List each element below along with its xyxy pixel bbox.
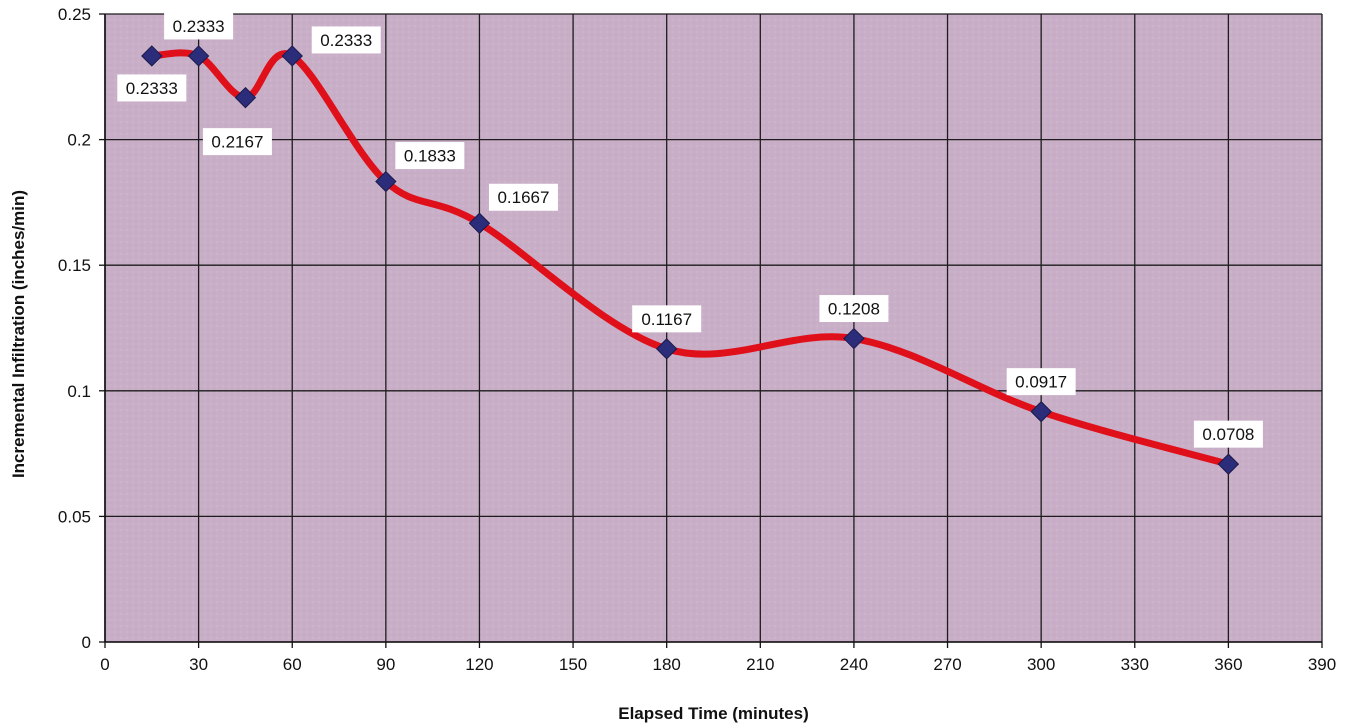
data-point-marker [234,86,257,109]
data-label: 0.1667 [497,188,549,207]
data-label: 0.0917 [1015,373,1067,392]
x-tick-label: 360 [1214,655,1242,674]
data-point-marker [468,212,491,234]
y-tick-label: 0 [82,633,91,652]
data-point-marker [187,45,210,67]
data-label-background [819,295,889,323]
data-label-background [1006,368,1076,396]
data-point-marker [375,170,397,193]
x-tick-label: 150 [559,655,587,674]
data-label-background [632,305,702,333]
data-label-background [164,12,234,40]
data-label: 0.1167 [641,310,692,329]
data-label-background [488,183,558,211]
data-label: 0.2167 [211,133,263,152]
data-label-background [1193,420,1263,448]
plot-texture [105,14,1322,642]
data-point-marker [1030,400,1052,423]
x-tick-label: 90 [376,655,395,674]
x-tick-label: 0 [100,655,109,674]
data-labels: 0.2333 0.2333 0.2167 0.2333 0.1833 0.1667 0.11… [117,12,1263,448]
x-tick-label: 120 [465,655,493,674]
x-tick-label: 300 [1027,655,1055,674]
y-tick-label: 0.2 [67,131,91,150]
data-point-marker [141,45,163,67]
data-label-background [202,128,272,156]
y-axis-title: Incremental Infiltration (inches/min) [9,190,28,478]
x-tick-label: 60 [283,655,302,674]
data-label-background [311,26,381,54]
data-label: 0.0708 [1202,425,1254,444]
data-label-background [117,74,187,102]
data-point-marker [281,45,303,67]
x-tick-label: 270 [933,655,961,674]
x-tick-label: 240 [840,655,868,674]
data-point-marker [655,338,678,360]
data-label: 0.1833 [404,147,456,166]
data-label-background [395,142,465,170]
x-tick-label: 30 [189,655,208,674]
x-tick-label: 330 [1121,655,1149,674]
data-point-marker [1217,453,1240,475]
data-label: 0.2333 [320,31,372,50]
x-axis-title: Elapsed Time (minutes) [618,704,809,723]
data-point-marker [843,327,865,350]
y-tick-label: 0.1 [67,382,91,401]
data-label: 0.1208 [828,300,880,319]
y-tick-label: 0.05 [58,507,91,526]
x-tick-label: 180 [653,655,681,674]
data-label: 0.2333 [173,17,225,36]
x-tick-label: 390 [1308,655,1336,674]
x-tick-label: 210 [746,655,774,674]
data-label: 0.2333 [126,79,178,98]
axes: 0 30 60 90 120 150 180 210 240 270 300 330 360 390 0 0.… [58,5,1336,674]
y-tick-label: 0.15 [58,256,91,275]
markers [141,45,1240,475]
y-tick-label: 0.25 [58,5,91,24]
